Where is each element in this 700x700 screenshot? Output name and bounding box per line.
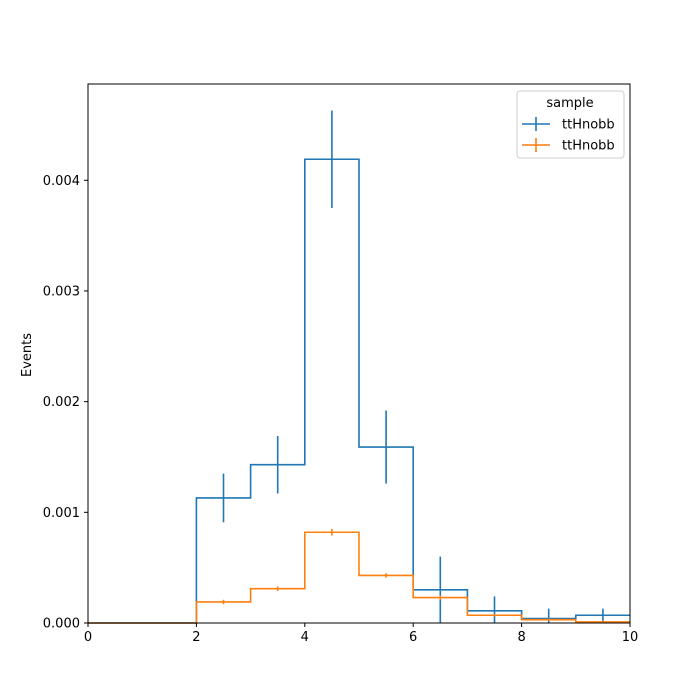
x-tick-label: 10 bbox=[622, 630, 639, 645]
legend-entry: ttHnobb bbox=[522, 138, 615, 154]
y-tick-label: 0.000 bbox=[43, 617, 80, 632]
x-tick-label: 4 bbox=[301, 630, 309, 645]
legend-box bbox=[516, 90, 625, 159]
x-tick-label: 6 bbox=[409, 630, 417, 645]
x-tick-label: 2 bbox=[192, 630, 200, 645]
series-2 bbox=[88, 528, 630, 624]
legend: sample ttHnobb ttHnobb bbox=[516, 90, 625, 159]
y-tick-label: 0.004 bbox=[43, 174, 80, 189]
y-tick-label: 0.003 bbox=[43, 284, 80, 299]
legend-entry: ttHnobb bbox=[522, 117, 615, 133]
y-axis-ticks: 0.000 0.001 0.002 0.003 0.004 bbox=[43, 174, 88, 632]
legend-label: ttHnobb bbox=[562, 139, 615, 154]
y-tick-label: 0.001 bbox=[43, 506, 80, 521]
series-step-line bbox=[88, 531, 630, 624]
plot-frame bbox=[87, 83, 631, 624]
x-axis-ticks: 0 2 4 6 8 10 bbox=[84, 623, 638, 645]
y-tick-label: 0.002 bbox=[43, 395, 80, 410]
legend-entries: ttHnobb ttHnobb bbox=[522, 117, 615, 154]
x-tick-label: 8 bbox=[517, 630, 525, 645]
legend-label: ttHnobb bbox=[562, 118, 615, 133]
y-axis-label: Events bbox=[20, 333, 35, 377]
x-tick-label: 0 bbox=[84, 630, 92, 645]
series-layer bbox=[88, 110, 630, 624]
legend-title: sample bbox=[546, 96, 593, 111]
